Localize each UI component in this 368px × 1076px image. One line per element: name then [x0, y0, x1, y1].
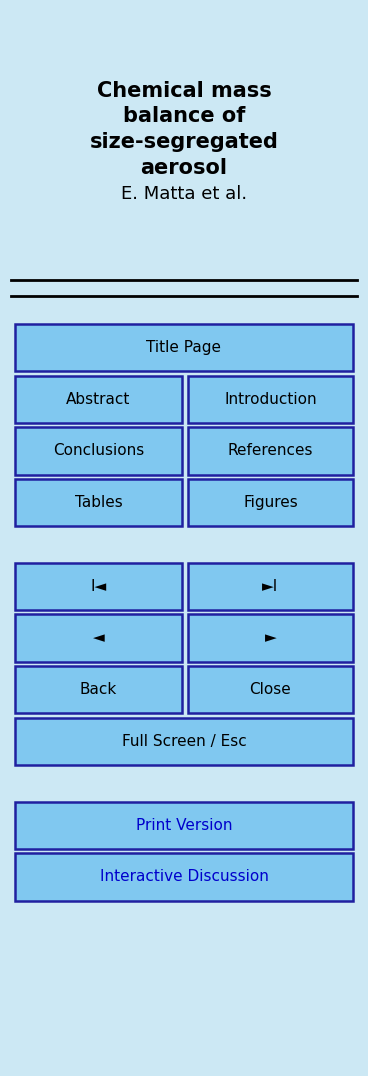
Text: ◄: ◄ [93, 631, 104, 646]
Text: ►I: ►I [262, 579, 279, 594]
FancyBboxPatch shape [15, 563, 182, 610]
Text: Chemical mass
balance of
size-segregated
aerosol: Chemical mass balance of size-segregated… [89, 81, 279, 178]
Text: Title Page: Title Page [146, 340, 222, 355]
FancyBboxPatch shape [15, 427, 182, 475]
FancyBboxPatch shape [188, 666, 353, 713]
FancyBboxPatch shape [15, 614, 182, 662]
FancyBboxPatch shape [188, 614, 353, 662]
Text: Back: Back [80, 682, 117, 697]
Text: Figures: Figures [243, 495, 298, 510]
FancyBboxPatch shape [15, 324, 353, 371]
Text: References: References [228, 443, 313, 458]
Text: Interactive Discussion: Interactive Discussion [100, 869, 268, 884]
Text: Abstract: Abstract [66, 392, 131, 407]
FancyBboxPatch shape [15, 718, 353, 765]
FancyBboxPatch shape [188, 427, 353, 475]
FancyBboxPatch shape [15, 802, 353, 849]
Text: I◄: I◄ [90, 579, 107, 594]
Text: ►: ► [265, 631, 276, 646]
FancyBboxPatch shape [15, 479, 182, 526]
Text: Full Screen / Esc: Full Screen / Esc [122, 734, 246, 749]
Text: E. Matta et al.: E. Matta et al. [121, 185, 247, 202]
Text: Print Version: Print Version [136, 818, 232, 833]
FancyBboxPatch shape [188, 479, 353, 526]
Text: Conclusions: Conclusions [53, 443, 144, 458]
FancyBboxPatch shape [15, 376, 182, 423]
Text: Introduction: Introduction [224, 392, 317, 407]
Text: Tables: Tables [75, 495, 122, 510]
FancyBboxPatch shape [15, 853, 353, 901]
FancyBboxPatch shape [188, 563, 353, 610]
FancyBboxPatch shape [15, 666, 182, 713]
Text: Close: Close [250, 682, 291, 697]
FancyBboxPatch shape [188, 376, 353, 423]
